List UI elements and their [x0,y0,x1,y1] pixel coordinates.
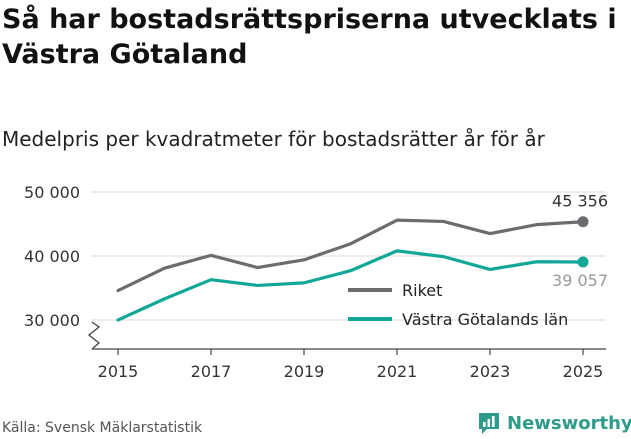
series-lines [116,218,585,322]
x-tick-label: 2015 [98,362,139,381]
end-labels: 45 356 39 057 [552,192,608,290]
legend-label: Västra Götalands län [402,310,568,329]
gridlines [92,191,606,321]
series-line-0 [116,218,585,293]
series-line-1 [116,249,585,322]
end-point-marker [577,256,589,268]
axis-break-mark [87,321,101,350]
y-tick-label: 30 000 [24,311,80,330]
newsworthy-icon [479,413,499,434]
y-tick-label: 50 000 [24,183,80,202]
legend: Riket Västra Götalands län [348,281,568,329]
y-tick-label: 40 000 [24,247,80,266]
x-tick-label: 2021 [377,362,418,381]
end-value-label: 45 356 [552,192,608,211]
end-point-marker [577,216,589,228]
y-axis: 30 000 40 000 50 000 [24,183,80,330]
x-axis: 2015 2017 2019 2021 2023 2025 [87,321,606,381]
source-note: Källa: Svensk Mäklarstatistik [2,420,203,436]
x-tick-label: 2023 [470,362,511,381]
end-value-label: 39 057 [552,271,608,290]
legend-label: Riket [402,281,442,300]
chart-title: Så har bostadsrättspriserna utvecklats i… [2,4,617,70]
chart-subtitle: Medelpris per kvadratmeter för bostadsrä… [2,127,545,151]
brand-name: Newsworthy [507,412,631,434]
x-tick-label: 2019 [284,362,325,381]
x-tick-label: 2025 [563,362,604,381]
brand-logo: Newsworthy [476,410,631,436]
x-tick-label: 2017 [191,362,232,381]
